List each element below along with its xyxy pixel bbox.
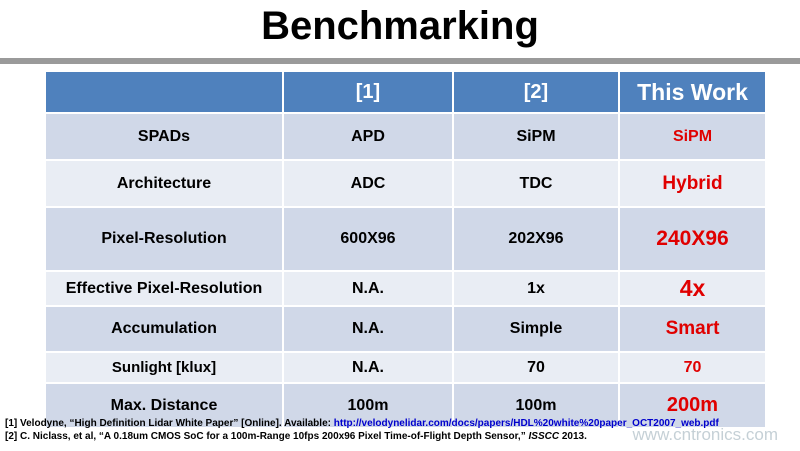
row-label: Architecture	[44, 159, 284, 208]
row-label: Effective Pixel-Resolution	[44, 270, 284, 307]
table-cell: 70	[618, 351, 767, 384]
table-cell: TDC	[452, 159, 620, 208]
table-cell: 240X96	[618, 206, 767, 272]
table-row: Max. Distance 100m 100m 200m	[44, 382, 767, 429]
header-cell: This Work	[618, 70, 767, 114]
table-row: Sunlight [klux] N.A. 70 70	[44, 351, 767, 384]
title-rule	[0, 58, 800, 64]
table-cell: Hybrid	[618, 159, 767, 208]
table-row: SPADs APD SiPM SiPM	[44, 112, 767, 161]
table-cell: SiPM	[452, 112, 620, 161]
header-cell: [2]	[452, 70, 620, 114]
table-cell: N.A.	[282, 305, 454, 353]
footnote: [1] Velodyne, “High Definition Lidar Whi…	[5, 417, 719, 430]
table-cell: 4x	[618, 270, 767, 307]
table-row: Accumulation N.A. Simple Smart	[44, 305, 767, 353]
table-cell: Smart	[618, 305, 767, 353]
header-row: [1] [2] This Work	[44, 70, 767, 114]
footnote-text: [2] C. Niclass, et al, “A 0.18um CMOS So…	[5, 431, 529, 442]
footnote-link[interactable]: http://velodynelidar.com/docs/papers/HDL…	[333, 418, 719, 429]
benchmark-table: [1] [2] This Work SPADs APD SiPM SiPM Architect…	[44, 70, 767, 429]
table-cell: 100m	[282, 382, 454, 429]
row-label: Sunlight [klux]	[44, 351, 284, 384]
footnote-year: 2013.	[559, 431, 587, 442]
footnotes: [1] Velodyne, “High Definition Lidar Whi…	[5, 417, 719, 443]
header-cell: [1]	[282, 70, 454, 114]
table-cell: ADC	[282, 159, 454, 208]
table-cell: APD	[282, 112, 454, 161]
table-cell: N.A.	[282, 270, 454, 307]
footnote: [2] C. Niclass, et al, “A 0.18um CMOS So…	[5, 430, 719, 443]
table-cell: 600X96	[282, 206, 454, 272]
table-cell: 1x	[452, 270, 620, 307]
row-label: SPADs	[44, 112, 284, 161]
watermark: www.cntronics.com	[632, 425, 778, 444]
table-row: Architecture ADC TDC Hybrid	[44, 159, 767, 208]
table-cell: SiPM	[618, 112, 767, 161]
table-cell: 100m	[452, 382, 620, 429]
footnote-venue: ISSCC	[528, 431, 560, 442]
table-cell: 202X96	[452, 206, 620, 272]
table-cell: 70	[452, 351, 620, 384]
footnote-text: [1] Velodyne, “High Definition Lidar Whi…	[5, 418, 334, 429]
table-cell: 200m	[618, 382, 767, 429]
table-row: Effective Pixel-Resolution N.A. 1x 4x	[44, 270, 767, 307]
table-cell: Simple	[452, 305, 620, 353]
row-label: Max. Distance	[44, 382, 284, 429]
row-label: Pixel-Resolution	[44, 206, 284, 272]
table-row: Pixel-Resolution 600X96 202X96 240X96	[44, 206, 767, 272]
header-cell	[44, 70, 284, 114]
slide-title: Benchmarking	[261, 4, 539, 48]
table-cell: N.A.	[282, 351, 454, 384]
row-label: Accumulation	[44, 305, 284, 353]
